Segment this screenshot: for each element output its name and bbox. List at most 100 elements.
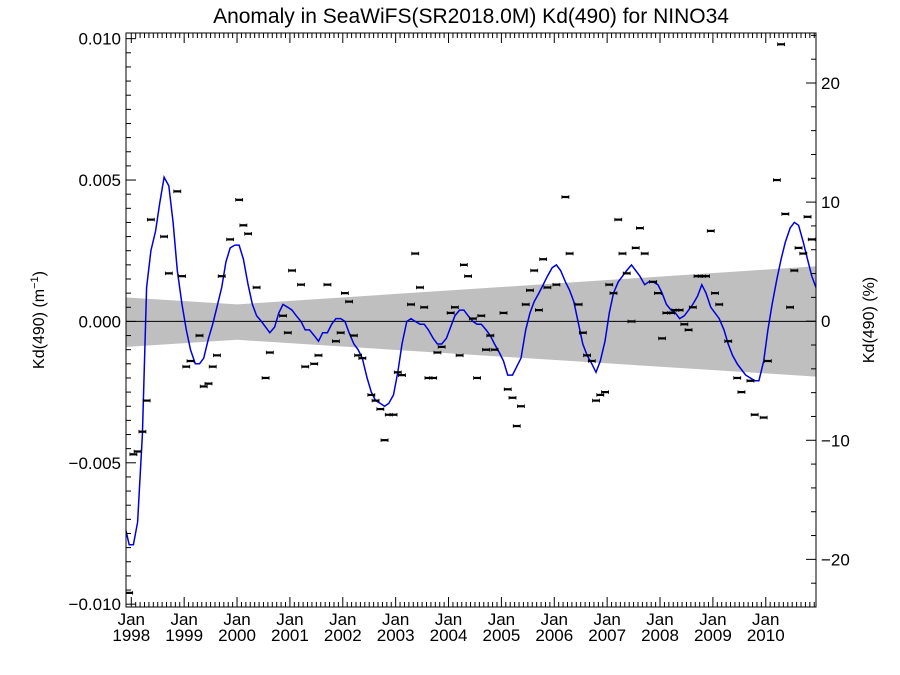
x-tick-label-month: Jan — [488, 610, 515, 629]
data-point — [526, 288, 534, 293]
data-point — [468, 316, 477, 321]
x-tick-label-month: Jan — [541, 610, 568, 629]
data-point — [314, 353, 323, 358]
points-layer — [126, 42, 816, 595]
data-point — [358, 356, 367, 360]
data-point — [688, 305, 697, 310]
x-tick-label-month: Jan — [382, 610, 409, 629]
data-point — [781, 212, 790, 216]
data-point — [799, 251, 808, 256]
ticks-layer — [126, 33, 816, 608]
data-point — [208, 364, 217, 369]
data-point — [503, 387, 512, 392]
data-point — [301, 364, 310, 369]
data-point — [367, 393, 376, 397]
data-point — [790, 268, 799, 273]
data-point — [574, 302, 583, 307]
data-point — [622, 271, 631, 276]
data-point — [583, 353, 591, 358]
data-point — [587, 359, 596, 363]
x-tick-label-month: Jan — [329, 610, 356, 629]
data-point — [649, 280, 658, 284]
data-point — [261, 376, 270, 380]
data-point — [675, 308, 684, 312]
y-tick-label-left: −0.010 — [69, 595, 121, 614]
data-point — [416, 285, 424, 290]
data-point — [565, 251, 574, 256]
data-point — [288, 268, 296, 273]
data-point — [601, 390, 609, 394]
data-point — [605, 282, 614, 287]
x-tick-label-year: 2006 — [535, 626, 573, 645]
data-point — [772, 178, 781, 182]
data-point — [349, 333, 358, 338]
tick-labels-layer: Jan1998Jan1999Jan2000Jan2001Jan2002Jan20… — [69, 30, 850, 645]
data-point — [213, 353, 221, 358]
data-point — [265, 350, 274, 355]
x-tick-label-year: 2008 — [641, 626, 679, 645]
data-point — [535, 308, 543, 312]
data-point — [133, 449, 142, 454]
data-point — [592, 398, 600, 403]
data-point — [640, 251, 649, 256]
x-tick-label-year: 2003 — [377, 626, 415, 645]
data-point — [459, 263, 468, 267]
data-point — [297, 282, 305, 287]
data-point — [433, 350, 442, 355]
data-point — [539, 257, 548, 262]
data-point — [486, 333, 495, 338]
data-point — [490, 347, 499, 352]
data-point — [323, 282, 332, 287]
data-point — [138, 429, 147, 434]
x-tick-label-year: 1998 — [112, 626, 150, 645]
y-axis-left-label-close: ) — [31, 271, 48, 276]
x-tick-label-month: Jan — [118, 610, 145, 629]
y-tick-label-left: 0.000 — [78, 312, 121, 331]
x-tick-label-year: 2002 — [324, 626, 362, 645]
data-point — [746, 378, 755, 383]
data-point — [609, 291, 618, 295]
x-tick-label-month: Jan — [593, 610, 620, 629]
data-point — [499, 311, 508, 315]
data-point — [627, 319, 636, 324]
data-point — [407, 302, 415, 307]
x-tick-label-year: 2001 — [271, 626, 309, 645]
data-point — [596, 393, 605, 397]
x-tick-label-month: Jan — [646, 610, 673, 629]
data-point — [464, 274, 472, 278]
data-point — [239, 223, 248, 228]
data-point — [195, 333, 204, 338]
data-point — [429, 376, 438, 380]
data-point — [786, 305, 794, 310]
data-point — [371, 398, 380, 403]
data-point — [310, 362, 319, 366]
y-tick-label-right: −10 — [821, 431, 850, 450]
data-point — [393, 370, 402, 375]
x-tick-label-year: 2005 — [482, 626, 520, 645]
y-axis-right-label: Kd(490) (%) — [861, 277, 878, 363]
data-point — [636, 226, 644, 230]
data-point — [411, 251, 420, 256]
data-point — [455, 353, 464, 358]
data-point — [279, 313, 287, 318]
data-point — [226, 237, 235, 242]
data-point — [702, 274, 710, 278]
data-point — [706, 229, 715, 233]
data-point — [252, 285, 261, 290]
data-point — [680, 322, 689, 327]
data-point — [332, 339, 340, 344]
y-tick-label-left: −0.005 — [69, 454, 121, 473]
data-point — [398, 373, 406, 377]
x-tick-label-year: 2007 — [588, 626, 626, 645]
data-point — [763, 359, 772, 363]
x-tick-label-year: 1999 — [165, 626, 203, 645]
data-point — [477, 313, 486, 318]
data-point — [354, 353, 363, 358]
y-axis-left-label-main: Kd(490) (m — [31, 289, 48, 369]
data-point — [182, 364, 191, 369]
y-tick-label-right: 0 — [821, 312, 830, 331]
data-point — [142, 398, 151, 403]
data-point — [389, 412, 398, 417]
data-point — [482, 347, 490, 352]
